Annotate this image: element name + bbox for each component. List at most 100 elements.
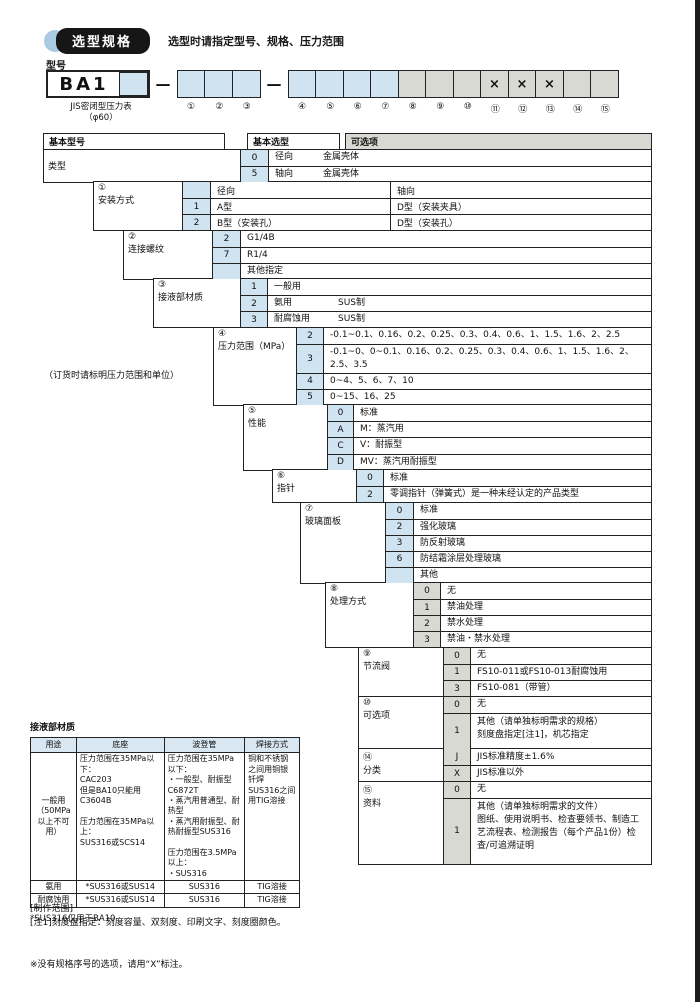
digit-index-③: ③ [242, 102, 251, 112]
digit-index-⑥: ⑥ [353, 102, 362, 112]
option-desc: JIS标准精度±1.6% [477, 751, 555, 762]
table-row: 2 B型（安装孔） D型（安装孔） [183, 214, 651, 231]
model-code-box [425, 70, 454, 98]
model-prefix-caption: JIS密闭型压力表 （φ60） [42, 102, 160, 123]
model-code-box [342, 70, 372, 98]
order-pressure-note: （订货时请标明压力范围和单位） [44, 371, 180, 381]
digit-index-⑧: ⑧ [408, 102, 417, 112]
model-prefix-box: BA1 [46, 70, 150, 98]
section-rows: J JIS标准精度±1.6% X JIS标准以外 [444, 749, 651, 782]
legend-optional: 可选项 [345, 133, 652, 150]
option-code: 1 [183, 199, 211, 215]
model-cell: ② [204, 70, 233, 112]
section-rows: 0 无 1 FS10-011或FS10-013耐腐蚀用 3 FS10-081（带管） [444, 647, 651, 697]
table-row: 0 标准 [386, 502, 651, 519]
model-cell: ⑭ [562, 70, 592, 115]
section-name: 接液部材质 [158, 293, 204, 304]
section-label: ⑥ 指针 [273, 470, 357, 503]
section-number: ⑤ [248, 406, 257, 417]
wetted-col-header: 底座 [75, 736, 165, 754]
option-desc-radial: A型 [211, 199, 391, 215]
section-rows: 0 无 1 禁油处理 2 禁水处理 3 禁油・禁水处理 [414, 583, 651, 648]
section-rows: 0 无 1 其他（请单独标明需求的文件） 图纸、使用说明书、检查要领书、制造工艺流程表… [444, 781, 651, 864]
table-row: 2 氨用 SUS制 [241, 295, 651, 312]
option-desc: 强化玻璃 [420, 521, 457, 532]
spec-section-⑧: ⑧ 处理方式 0 无 1 禁油处理 2 禁水处理 3 禁油・禁水处理 [325, 582, 652, 649]
wetted-cell: TIG溶接 [244, 880, 300, 895]
section-rows: 0 无 1 其他（请单独标明需求的规格） 刻度盘指定[注1]，机芯指定 [444, 696, 651, 749]
option-code: 3 [386, 535, 414, 551]
digit-index-①: ① [186, 102, 196, 112]
section-rows: 2 -0.1~0.1、0.16、0.2、0.25、0.3、0.4、0.6、1、1.… [297, 327, 651, 405]
option-desc: V：耐振型 [360, 440, 403, 451]
model-cell: ⑧ [397, 70, 427, 115]
section-rows: 2 G1/4B 7 R1/4 其他指定 [213, 230, 651, 279]
selection-cascade-table: 基本型号 基本选型 可选项 类型 0 径向 金属壳体 5 轴向 金属壳体 ① 安装方式 径向 轴向 1… [0, 133, 700, 865]
wetted-row: 一般用（50MPa以上不可用） 压力范围在35MPa以下： CAC203 但是BA… [30, 752, 300, 882]
model-cell: × ⑪ [480, 70, 509, 115]
option-desc: FS10-011或FS10-013耐腐蚀用 [477, 666, 608, 677]
option-code: 1 [414, 600, 441, 616]
option-code: 3 [444, 680, 471, 697]
model-cell-group: ④ ⑤ ⑥ ⑦ ⑧ ⑨ ⑩ × ⑪ × ⑫ × ⑬ ⑭ ⑮ [287, 70, 619, 115]
section-name: 处理方式 [330, 597, 367, 608]
model-code-box [562, 70, 592, 98]
option-desc: 标准 [420, 505, 439, 516]
option-desc: 防反射玻璃 [420, 537, 466, 548]
model-cell: ⑥ [342, 70, 372, 115]
table-row: 0 标准 [328, 405, 651, 422]
table-row: 3 FS10-081（带管） [444, 679, 651, 697]
option-desc: 耐腐蚀用 SUS制 [268, 312, 651, 327]
model-cell: ⑩ [452, 70, 482, 115]
scope-note: [制作范围] [30, 904, 74, 914]
table-row: 3 -0.1~0、0~0.1、0.16、0.2、0.25、0.3、0.4、0.6、… [297, 343, 651, 373]
option-desc-part1: 氨用 [274, 298, 293, 309]
table-row: C V：耐振型 [328, 437, 651, 454]
section-number: ⑥ [277, 471, 286, 482]
section-number: ④ [218, 328, 227, 339]
table-row: 5 0~15、16、25 [297, 388, 651, 405]
section-label: ⑭ 分类 [359, 749, 444, 782]
production-notes: [制作范围] [注1]刻度盘指定：刻度容量、双刻度、印刷文字、刻度圈颜色。 [30, 903, 286, 930]
model-code-box [315, 70, 344, 98]
option-code: A [328, 422, 354, 438]
wetted-cell: 铜和不锈钢之间用铜银钎焊 SUS316之间用TIG溶接 [244, 752, 300, 882]
model-cell: ⑨ [425, 70, 454, 115]
option-desc: 轴向 金属壳体 [269, 167, 651, 182]
scan-edge-bar [695, 0, 700, 1002]
section-number: ⑧ [330, 584, 339, 595]
wetted-cell: 氨用 [30, 880, 77, 895]
wetted-parts-title: 接液部材质 [30, 723, 76, 733]
section-label: ② 连接螺纹 [124, 230, 213, 279]
section-name: 压力范围（MPa） [218, 341, 291, 352]
model-cell: ⑦ [370, 70, 399, 115]
section-rows: 0 径向 金属壳体 5 轴向 金属壳体 [241, 149, 651, 182]
section-number: ⑩ [363, 697, 372, 708]
model-code-box [452, 70, 482, 98]
wetted-row: 氨用 *SUS316或SUS14 SUS316 TIG溶接 [30, 880, 300, 895]
section-label: ③ 接液部材质 [154, 279, 241, 328]
table-row: 1 其他（请单独标明需求的规格） 刻度盘指定[注1]，机芯指定 [444, 712, 651, 749]
option-desc-part2: SUS制 [338, 314, 366, 325]
option-code: 0 [444, 696, 471, 713]
table-row: 5 轴向 金属壳体 [241, 165, 651, 182]
table-row: D MV：蒸汽用耐振型 [328, 453, 651, 470]
wetted-parts-block: 接液部材质 用途 底座 波登管 焊接方式 一般用（50MPa以上不可用） 压力范围在35M… [30, 720, 300, 924]
model-code-box [590, 70, 619, 98]
table-row: A M：蒸汽用 [328, 421, 651, 438]
option-code: 0 [386, 502, 414, 519]
table-row: 2 G1/4B [213, 230, 651, 247]
option-desc: 无 [477, 699, 487, 709]
option-desc: 禁水处理 [447, 618, 484, 629]
spec-section-⑮: ⑮ 资料 0 无 1 其他（请单独标明需求的文件） 图纸、使用说明书、检查要领书、制造工艺… [358, 780, 652, 865]
section-number: ② [128, 231, 137, 242]
legend-basic-model: 基本型号 [43, 133, 225, 150]
model-cell [118, 72, 148, 96]
option-desc: 其他（请单独标明需求的文件） 图纸、使用说明书、检查要领书、制造工艺流程表、检测… [477, 801, 640, 851]
spec-section-⑦: ⑦ 玻璃面板 0 标准 2 强化玻璃 3 防反射玻璃 6 防结霜涂层处理玻璃 其他 [300, 501, 652, 584]
option-desc: 防结霜涂层处理玻璃 [420, 553, 502, 564]
wetted-row: 耐腐蚀用 *SUS316或SUS14 SUS316 TIG溶接 [30, 893, 300, 908]
option-code: 0 [357, 470, 384, 487]
